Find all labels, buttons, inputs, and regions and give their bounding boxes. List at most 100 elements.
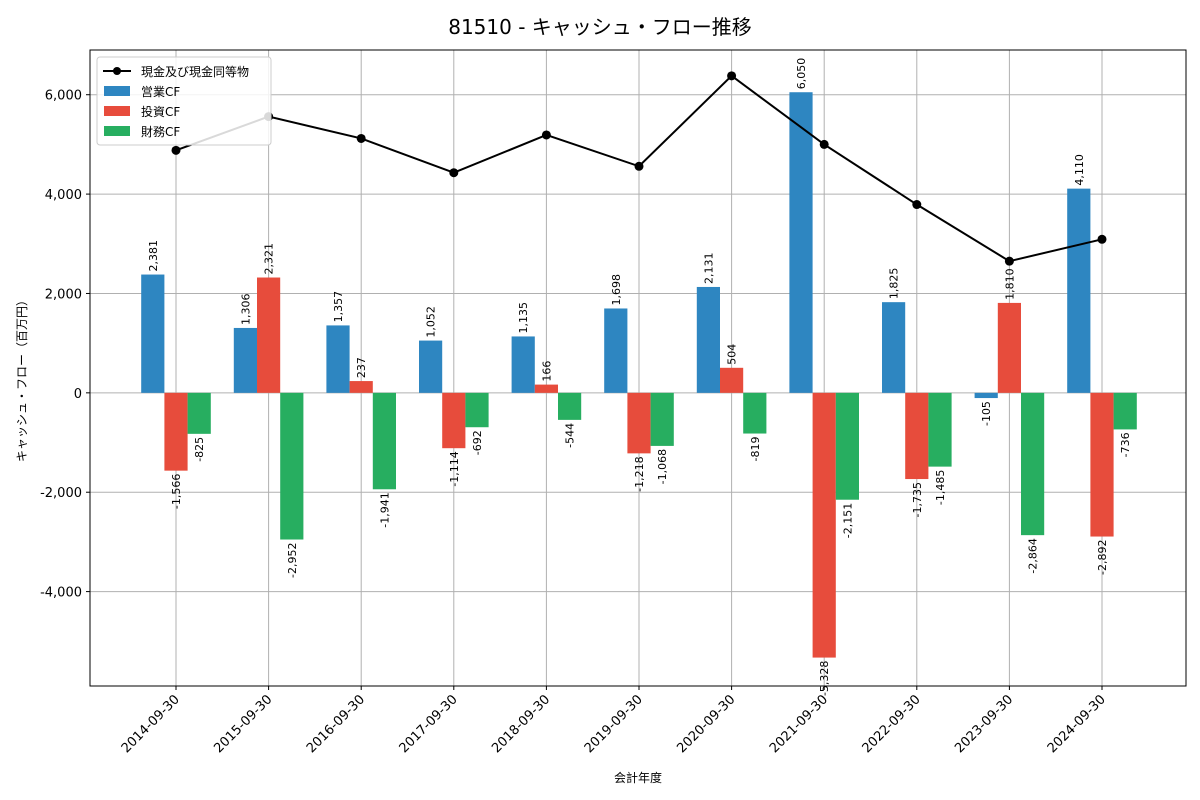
x-tick-label: 2020-09-30	[674, 692, 738, 756]
bar	[558, 392, 582, 420]
bar-value-label: -1,068	[656, 449, 669, 484]
bar-value-label: 1,135	[517, 302, 530, 334]
data-labels: 2,381 1,306 1,357 1,052 1,135 1,698 2,131 6,050…	[147, 58, 1132, 696]
x-tick-label: 2022-09-30	[860, 692, 924, 756]
bar	[1021, 392, 1045, 536]
bar	[1113, 392, 1137, 430]
bar-value-label: -1,485	[934, 470, 947, 505]
bar-value-label: 1,052	[425, 306, 438, 338]
bar-value-label: -2,864	[1027, 538, 1040, 573]
legend-swatch	[104, 86, 130, 96]
bar-value-label: 1,810	[1003, 268, 1016, 300]
bar-value-label: 1,825	[888, 268, 901, 300]
bar-value-label: 4,110	[1073, 154, 1086, 186]
x-axis-label: 会計年度	[614, 770, 662, 785]
cash-line-point	[1004, 256, 1014, 266]
bar-value-label: -544	[564, 423, 577, 448]
bar-value-label: -1,114	[448, 451, 461, 486]
bar-value-label: 166	[540, 361, 553, 382]
bar	[835, 392, 859, 500]
legend-swatch	[104, 126, 130, 136]
bar	[720, 367, 744, 393]
y-tick-label: -2,000	[40, 486, 82, 501]
x-tick-label: 2021-09-30	[767, 692, 831, 756]
bar	[812, 392, 836, 658]
bar	[882, 302, 906, 393]
bar-value-label: 6,050	[795, 58, 808, 90]
bar-value-label: -825	[193, 437, 206, 462]
bar-value-label: 1,357	[332, 291, 345, 323]
x-tick-label: 2016-09-30	[304, 692, 368, 756]
legend-label: 財務CF	[141, 124, 180, 139]
bar-value-label: -1,566	[170, 474, 183, 509]
bar-value-label: 2,381	[147, 240, 160, 272]
legend-swatch	[104, 106, 130, 116]
bar	[187, 392, 211, 434]
bar	[627, 392, 651, 454]
bar	[419, 340, 443, 393]
bar	[141, 274, 165, 393]
y-tick-label: 4,000	[45, 188, 82, 203]
bar-value-label: -1,218	[633, 456, 646, 491]
cash-line-point	[541, 130, 551, 140]
bar	[743, 392, 767, 434]
x-tick-label: 2023-09-30	[952, 692, 1016, 756]
cash-line-point	[449, 168, 459, 178]
legend-box	[96, 56, 272, 146]
bar	[465, 392, 489, 428]
bar	[974, 392, 998, 399]
bar	[789, 92, 813, 393]
plot-frame	[89, 49, 1187, 687]
bar	[604, 308, 628, 393]
bar-value-label: 1,698	[610, 274, 623, 306]
bar	[233, 327, 257, 393]
y-tick-label: 0	[74, 387, 82, 402]
bar	[164, 392, 188, 471]
x-axis: 2014-09-30 2015-09-30 2016-09-30 2017-09-30…	[119, 686, 1109, 756]
x-tick-label: 2015-09-30	[211, 692, 275, 756]
cash-line-point	[356, 133, 366, 143]
bar	[372, 392, 396, 490]
y-tick-label: -4,000	[40, 586, 82, 601]
bar	[1090, 392, 1114, 537]
x-tick-label: 2014-09-30	[119, 692, 183, 756]
bar	[1067, 188, 1091, 393]
chart-title: 81510 - キャッシュ・フロー推移	[448, 15, 752, 39]
bar	[349, 381, 373, 393]
bar-value-label: -692	[471, 430, 484, 455]
cash-line-point	[727, 71, 737, 81]
bar-value-label: -819	[749, 437, 762, 462]
x-tick-label: 2018-09-30	[489, 692, 553, 756]
legend-label: 現金及び現金同等物	[141, 64, 249, 79]
cash-line	[171, 71, 1107, 266]
legend-label: 投資CF	[141, 104, 180, 119]
bar-value-label: -1,735	[911, 482, 924, 517]
bars	[141, 92, 1137, 658]
cash-line-point	[912, 200, 922, 210]
bar	[997, 302, 1021, 393]
cash-line-point	[819, 139, 829, 149]
bar-value-label: -2,952	[286, 543, 299, 578]
bar-value-label: 504	[726, 344, 739, 365]
bar-value-label: -2,151	[841, 503, 854, 538]
legend-marker	[113, 67, 121, 75]
cash-line-point	[1097, 234, 1107, 244]
cash-line-point	[171, 145, 181, 155]
bar	[280, 392, 304, 540]
bar	[326, 325, 350, 393]
bar	[905, 392, 929, 480]
y-tick-label: 2,000	[45, 287, 82, 302]
bar	[442, 392, 466, 449]
bar-value-label: 2,131	[702, 252, 715, 284]
bar	[534, 384, 558, 393]
bar	[928, 392, 952, 467]
bar-value-label: -105	[980, 401, 993, 426]
bar-value-label: 237	[355, 357, 368, 378]
y-axis-label: キャッシュ・フロー（百万円）	[15, 294, 29, 462]
y-axis: -4,000 -2,000 0 2,000 4,000 6,000	[40, 89, 90, 601]
bar-value-label: 1,306	[239, 293, 252, 325]
bar-value-label: -2,892	[1096, 540, 1109, 575]
y-tick-label: 6,000	[45, 89, 82, 104]
